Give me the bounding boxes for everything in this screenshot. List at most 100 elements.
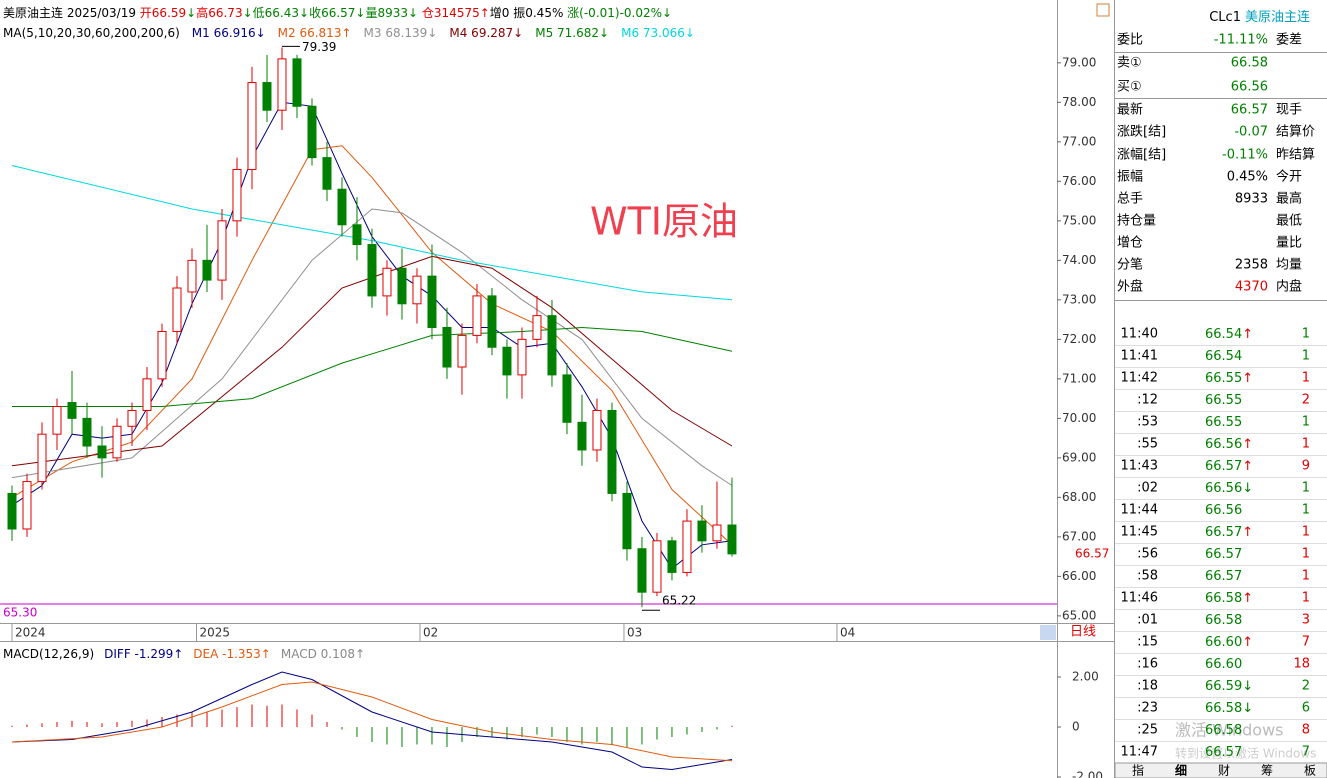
macd-legend: MACD(12,26,9) DIFF -1.299↑ DEA -1.353↑ MACD… bbox=[3, 647, 365, 661]
row-right-label: 今开 bbox=[1276, 169, 1302, 185]
tick-direction: ↑ bbox=[1242, 437, 1253, 452]
tick-price-value: 66.57 bbox=[1205, 547, 1242, 562]
watermark: WTI原油 bbox=[590, 200, 738, 244]
tick-price: 66.56 bbox=[1205, 503, 1242, 518]
x-tick-label: 04 bbox=[840, 626, 855, 640]
win-watermark: 激活 Windows bbox=[1175, 721, 1284, 740]
tab[interactable]: 细 bbox=[1175, 763, 1187, 778]
y-tick-label: 71.00 bbox=[1062, 371, 1096, 385]
ma-line bbox=[11, 165, 733, 301]
window-icon[interactable] bbox=[1096, 3, 1110, 17]
candle-body bbox=[157, 330, 167, 380]
tick-price-value: 66.58 bbox=[1205, 613, 1242, 628]
header-line: 美原油主连 2025/03/19 开66.59↓高66.73↓低66.43↓收6… bbox=[3, 5, 672, 20]
candle-body bbox=[517, 338, 527, 376]
scroll-button[interactable] bbox=[1040, 625, 1056, 640]
tick-direction: ↓ bbox=[1242, 481, 1253, 496]
candle-body bbox=[382, 267, 392, 297]
tab[interactable]: 板 bbox=[1304, 764, 1316, 778]
y-tick-label: 67.00 bbox=[1062, 529, 1096, 543]
y-tick-label: 68.00 bbox=[1062, 490, 1096, 504]
candle-body bbox=[592, 409, 602, 451]
tick-price: 66.55 bbox=[1205, 415, 1242, 430]
header-segment: 涨(-0.01)-0.02%↓ bbox=[567, 5, 672, 20]
row-value: 66.56 bbox=[1231, 80, 1268, 95]
candle-body bbox=[247, 82, 257, 170]
row-right-label: 现手 bbox=[1276, 103, 1302, 118]
candle-body bbox=[307, 105, 317, 159]
annotation: 79.39 bbox=[302, 40, 336, 54]
candle-body bbox=[217, 220, 227, 281]
candle-body bbox=[622, 492, 632, 550]
tick-time: :55 bbox=[1137, 437, 1158, 452]
row-value: -0.07 bbox=[1234, 125, 1268, 140]
row-right-label: 均量 bbox=[1276, 258, 1302, 273]
tick-time: :16 bbox=[1137, 657, 1158, 672]
reference-label: 65.30 bbox=[3, 606, 37, 620]
candle-body bbox=[322, 157, 332, 190]
tick-volume: 6 bbox=[1302, 701, 1310, 716]
candle-body bbox=[427, 275, 437, 328]
tick-price: 66.57↑ bbox=[1205, 459, 1253, 474]
period[interactable]: 日线 bbox=[1070, 625, 1096, 640]
tick-volume: 1 bbox=[1302, 547, 1310, 562]
legend-entry: DIFF -1.299↑ bbox=[104, 647, 183, 661]
tick-volume: 3 bbox=[1302, 613, 1310, 628]
tick-price: 66.55↑ bbox=[1205, 371, 1253, 386]
tick-direction: ↓ bbox=[1242, 679, 1253, 694]
tick-volume: 1 bbox=[1302, 481, 1310, 496]
legend-entry: M2 66.813↑ bbox=[278, 26, 352, 40]
row-right-label: 最低 bbox=[1276, 214, 1302, 229]
tick-volume: 9 bbox=[1302, 459, 1310, 474]
x-tick-label: 2024 bbox=[15, 626, 46, 640]
row-label: 委比 bbox=[1117, 33, 1143, 48]
row-label: 最新 bbox=[1117, 102, 1143, 118]
candle-body bbox=[97, 445, 107, 459]
tick-time: 11:42 bbox=[1121, 371, 1158, 386]
row-right-label: 结算价 bbox=[1276, 125, 1315, 140]
row-label: 买① bbox=[1117, 80, 1142, 95]
tick-volume: 1 bbox=[1302, 349, 1310, 364]
tick-direction: ↑ bbox=[1242, 327, 1253, 342]
ma-line bbox=[11, 208, 733, 486]
tab-bar bbox=[1114, 762, 1327, 778]
candle-body bbox=[502, 346, 512, 376]
tick-price-value: 66.58 bbox=[1205, 701, 1242, 716]
tab[interactable]: 财 bbox=[1218, 764, 1230, 778]
candle-body bbox=[607, 409, 617, 494]
win-watermark: 转到设置以激活 Windows bbox=[1175, 746, 1316, 761]
candle-body bbox=[667, 540, 677, 573]
row-right-label: 内盘 bbox=[1276, 279, 1302, 295]
y-tick-label: 74.00 bbox=[1062, 253, 1096, 267]
candle-body bbox=[487, 295, 497, 348]
tick-price-value: 66.60 bbox=[1205, 635, 1242, 650]
tick-price-value: 66.57 bbox=[1205, 745, 1242, 760]
candle-body bbox=[577, 421, 587, 451]
candle-body bbox=[277, 58, 287, 111]
tick-price-value: 66.56 bbox=[1205, 503, 1242, 518]
legend-entry: M4 69.287↓ bbox=[449, 26, 523, 40]
tab[interactable]: 指 bbox=[1132, 763, 1144, 778]
tick-volume: 2 bbox=[1302, 393, 1310, 408]
header-segment: 开66.59 bbox=[140, 6, 186, 20]
quote-header: CLc1 美原油主连 bbox=[1209, 9, 1310, 25]
candle-body bbox=[337, 188, 347, 226]
y-tick-label: 76.00 bbox=[1062, 174, 1096, 188]
tab[interactable]: 筹 bbox=[1261, 764, 1273, 778]
macd-line bbox=[11, 681, 733, 762]
row-label: 分笔 bbox=[1117, 257, 1143, 273]
row-value: -0.11% bbox=[1222, 148, 1268, 163]
tick-price-value: 66.54 bbox=[1205, 327, 1242, 342]
tick-volume: 7 bbox=[1302, 635, 1310, 650]
last-price-box bbox=[1072, 545, 1112, 562]
candle-body bbox=[67, 402, 77, 419]
tick-price: 66.59↓ bbox=[1205, 679, 1253, 694]
y-tick-label: -2.00 bbox=[1072, 770, 1103, 778]
candle-body bbox=[532, 315, 542, 340]
candle-body bbox=[412, 275, 422, 305]
tick-time: :25 bbox=[1137, 723, 1158, 738]
tick-price: 66.57 bbox=[1205, 745, 1242, 760]
row-right-label: 昨结算 bbox=[1276, 148, 1315, 163]
candle-body bbox=[202, 259, 212, 281]
